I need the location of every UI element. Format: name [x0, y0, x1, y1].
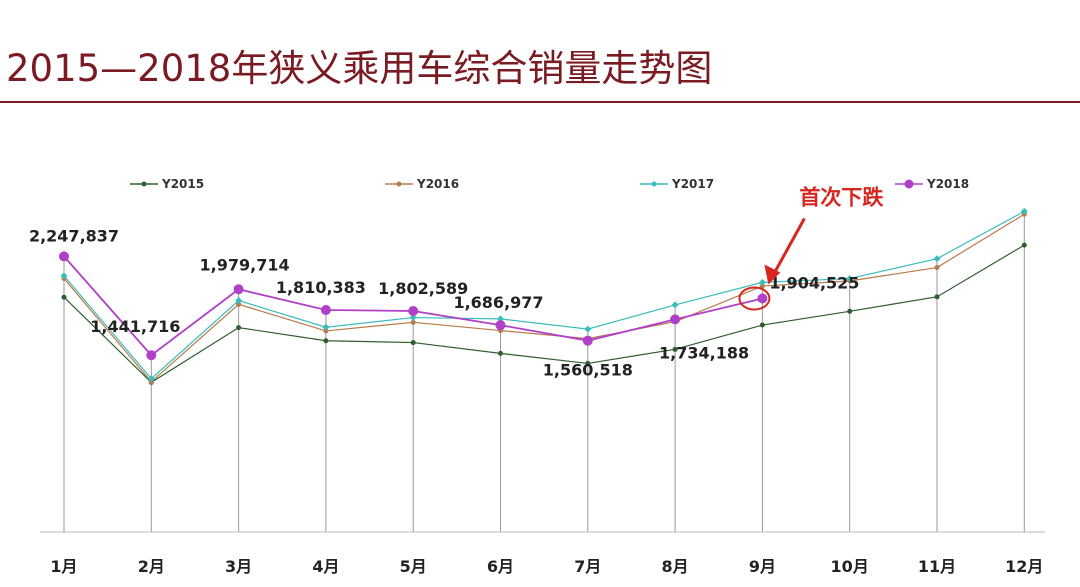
data-label: 1,904,525 [769, 273, 859, 292]
data-point [146, 350, 157, 361]
data-label: 1,734,188 [659, 343, 749, 362]
data-point [758, 278, 766, 286]
data-point [410, 319, 416, 325]
chart-title: 2015—2018年狭义乘用车综合销量走势图 [6, 47, 713, 90]
highlight-circle [738, 286, 771, 311]
data-label: 2,247,837 [29, 226, 119, 245]
annotation: 首次下跌 [738, 185, 884, 311]
data-point [236, 301, 242, 307]
data-point [61, 294, 67, 300]
x-tick-label: 10月 [831, 557, 869, 576]
x-tick-label: 6月 [487, 557, 514, 576]
data-labels: 2,247,837 1,441,716 1,979,714 1,810,383 1,80… [29, 226, 859, 379]
legend-marker [904, 179, 914, 189]
data-point [410, 340, 416, 346]
x-tick-label: 5月 [400, 557, 427, 576]
data-point [323, 338, 329, 344]
data-point [233, 284, 244, 295]
data-point [759, 283, 765, 289]
series-line-y2015 [63, 244, 1025, 384]
data-point [498, 350, 503, 356]
data-point [847, 308, 853, 314]
legend-label: Y2015 [161, 177, 204, 191]
title-divider [0, 101, 1080, 103]
data-point [409, 314, 417, 322]
legend-label: Y2016 [416, 177, 459, 191]
series-line-y2016 [63, 213, 1025, 383]
legend-marker [396, 181, 402, 187]
legend: Y2015 Y2016 Y2017 Y2018 [130, 177, 969, 191]
data-point [934, 265, 940, 271]
data-point [322, 323, 330, 331]
data-point [846, 275, 854, 283]
data-point [585, 360, 591, 366]
legend-label: Y2017 [671, 177, 714, 191]
data-label: 1,686,977 [453, 293, 543, 312]
data-point [934, 294, 940, 300]
data-label: 1,560,518 [543, 361, 633, 380]
data-point [933, 255, 941, 263]
data-point [147, 375, 155, 383]
callout-arrow-shaft [771, 217, 806, 278]
x-axis-ticks: 1月 2月 3月 4月 5月 6月 7月 8月 9月 10月 11月 12月 [50, 557, 1043, 576]
data-point [235, 297, 243, 305]
data-point [236, 325, 242, 331]
x-tick-label: 1月 [50, 557, 77, 576]
x-tick-label: 4月 [312, 557, 339, 576]
data-point [323, 328, 329, 334]
data-point [1020, 207, 1028, 215]
data-label: 1,979,714 [200, 255, 290, 274]
data-point [584, 325, 592, 333]
data-point [1021, 242, 1027, 248]
data-point [60, 272, 68, 280]
data-point [757, 293, 768, 304]
data-point [582, 335, 593, 346]
data-label: 1,810,383 [276, 278, 366, 297]
x-tick-label: 9月 [749, 557, 776, 576]
x-tick-label: 2月 [138, 557, 165, 576]
data-point [408, 305, 419, 316]
data-label: 1,441,716 [90, 317, 180, 336]
data-point [59, 251, 69, 262]
data-point [320, 305, 331, 316]
data-label: 1,802,589 [378, 279, 468, 298]
callout-arrow-head [764, 264, 781, 285]
data-point [672, 346, 678, 352]
x-tick-label: 3月 [225, 557, 252, 576]
legend-label: Y2018 [926, 177, 969, 191]
series-lines [59, 207, 1028, 385]
callout-text: 首次下跌 [799, 185, 884, 209]
legend-marker [651, 181, 657, 187]
x-tick-label: 12月 [1005, 557, 1043, 576]
legend-marker [141, 181, 147, 187]
x-tick-label: 11月 [918, 557, 956, 576]
x-tick-label: 7月 [574, 557, 601, 576]
data-point [495, 320, 506, 331]
x-tick-label: 8月 [662, 557, 689, 576]
data-point [670, 314, 681, 325]
data-point [759, 322, 765, 328]
data-point [671, 301, 679, 309]
series-line-y2017 [63, 210, 1025, 380]
